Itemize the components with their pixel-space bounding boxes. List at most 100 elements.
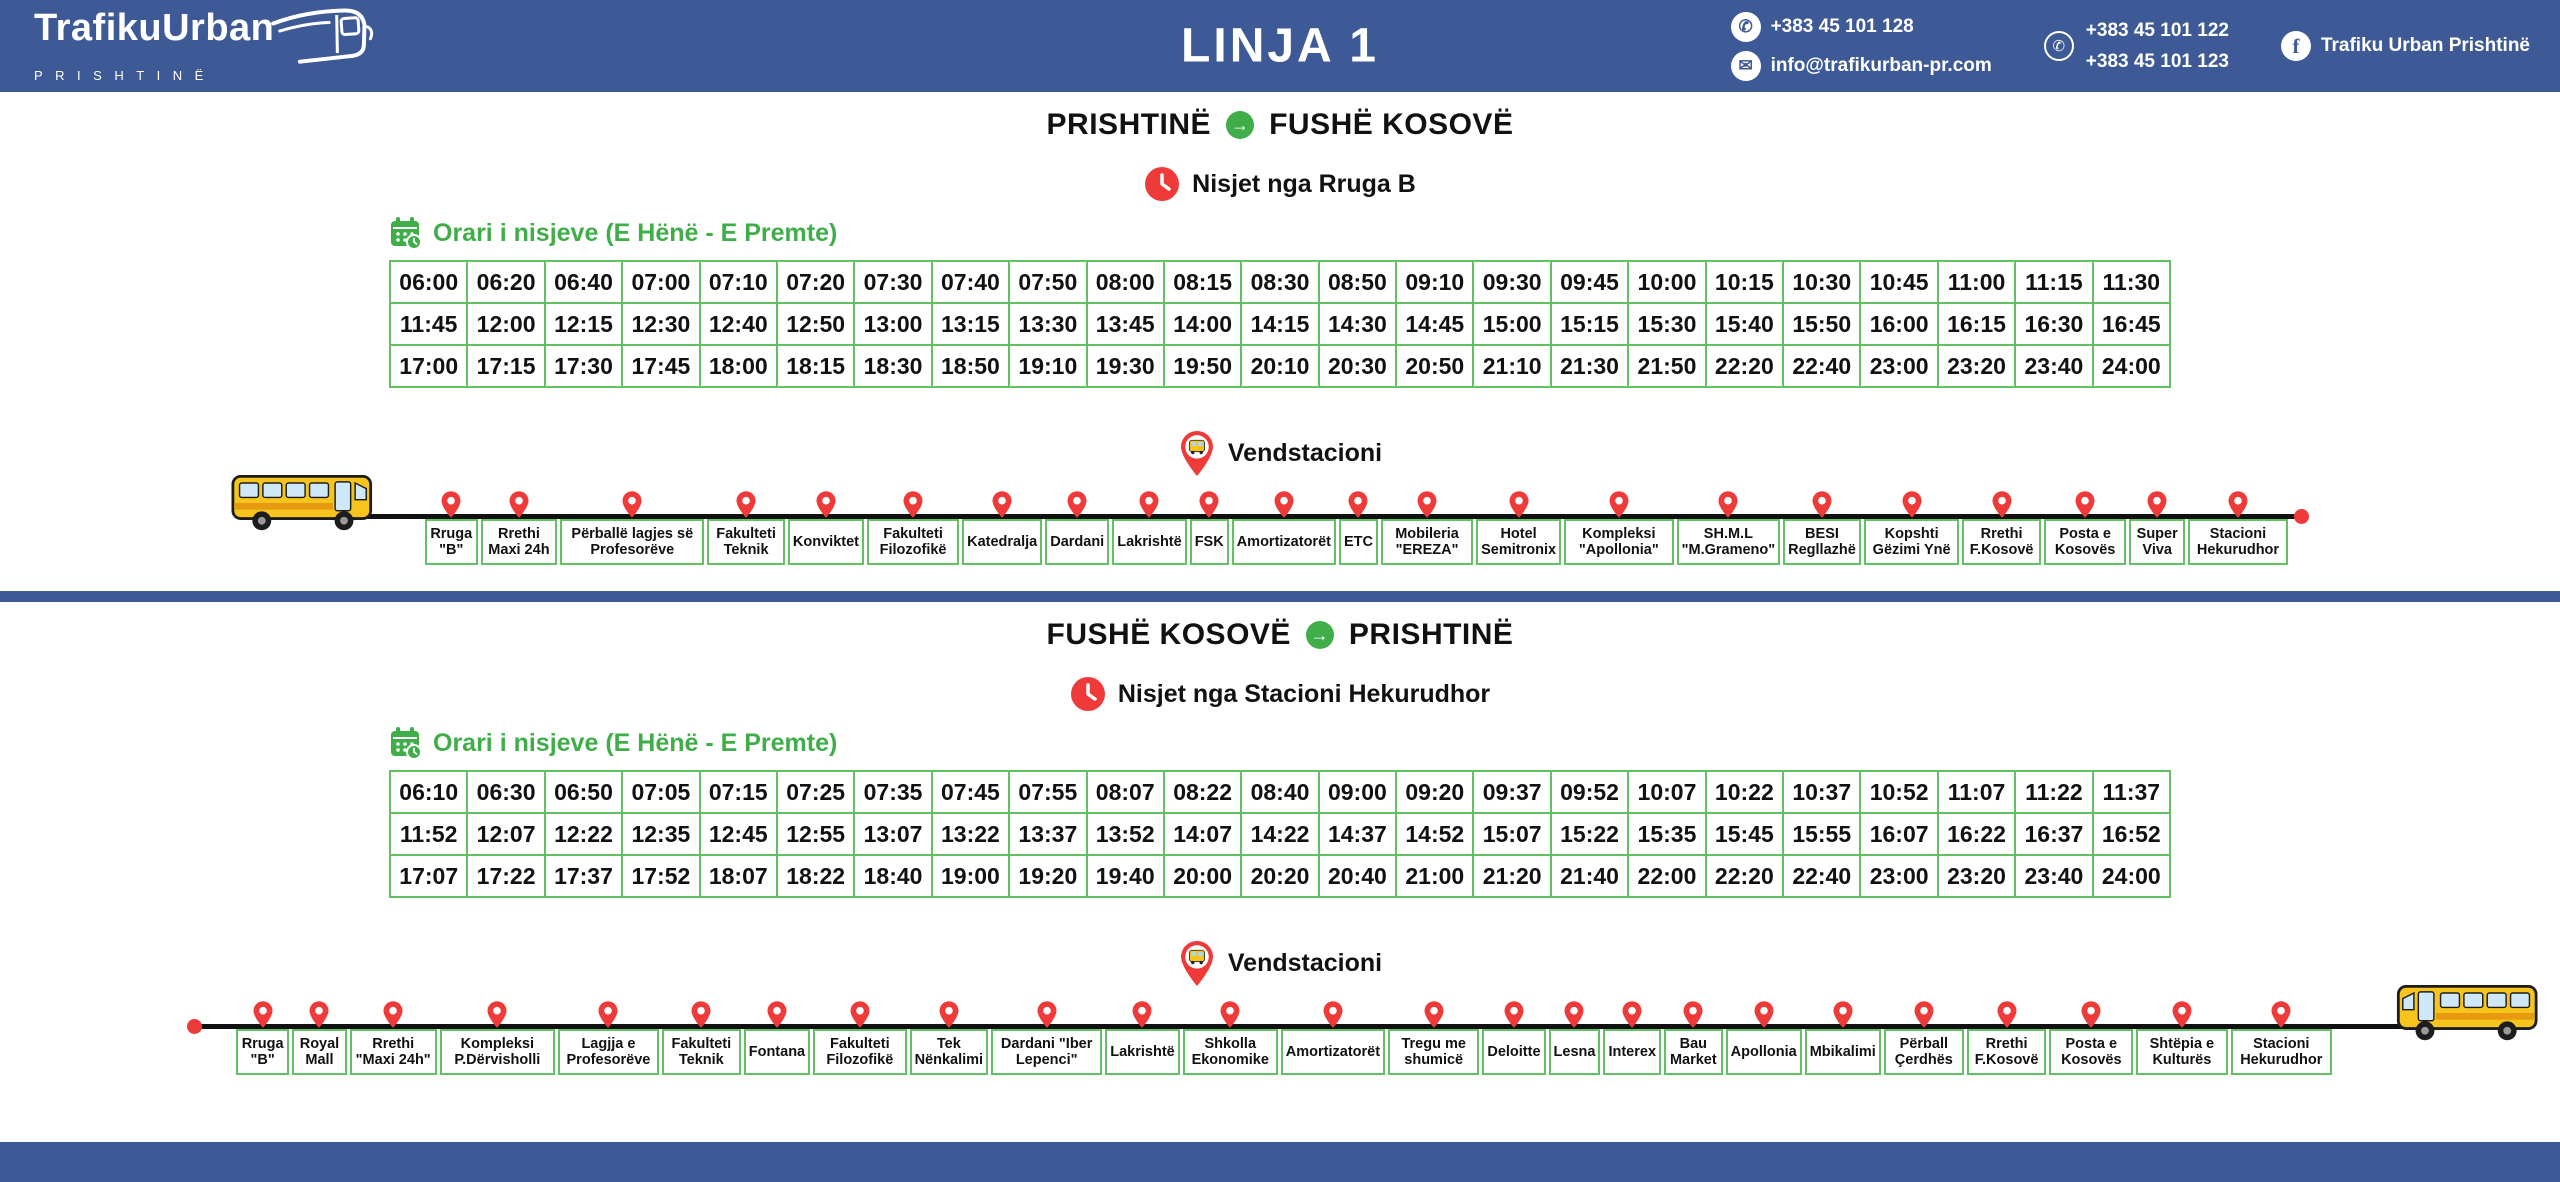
stop-label: Shkolla Ekonomike <box>1182 1029 1278 1075</box>
route-stop: Interex <box>1603 999 1662 1075</box>
direction-to: FUSHË KOSOVË <box>1269 108 1514 141</box>
stop-pin-icon <box>1424 1001 1444 1028</box>
time-cell: 12:45 <box>698 812 778 856</box>
time-cell: 15:30 <box>1627 302 1707 346</box>
stop-pin-icon <box>1132 1001 1152 1028</box>
time-cell: 06:40 <box>543 260 624 304</box>
time-cell: 20:50 <box>1395 344 1475 388</box>
stop-label: Përball Çerdhës <box>1883 1029 1964 1075</box>
time-cell: 09:20 <box>1395 770 1475 814</box>
section-fushekosove-to-prishtine: FUSHË KOSOVË → PRISHTINË Nisjet nga Stac… <box>0 618 2560 1075</box>
time-cell: 14:15 <box>1240 302 1320 346</box>
route-stop: Deloitte <box>1482 999 1546 1075</box>
route-stop: Lesna <box>1548 999 1601 1075</box>
stop-label: Amortizatorët <box>1280 1029 1386 1075</box>
time-cell: 11:30 <box>2091 260 2172 304</box>
route-stop: Kompleksi "Apollonia" <box>1564 489 1674 565</box>
route-stop: Kopshti Gëzimi Ynë <box>1863 489 1960 565</box>
stop-pin-icon <box>1992 491 2012 518</box>
stop-label: Fakulteti Teknik <box>707 519 785 565</box>
route-stop: Fakulteti Filozofikë <box>813 999 907 1075</box>
time-cell: 07:00 <box>621 260 701 304</box>
time-cell: 20:20 <box>1240 854 1320 898</box>
email-contact[interactable]: ✉ info@trafikurban-pr.com <box>1730 50 1992 81</box>
route-stop: Fontana <box>743 999 811 1075</box>
time-cell: 23:20 <box>1936 854 2017 898</box>
time-cell: 17:22 <box>466 854 546 898</box>
time-cell: 17:30 <box>543 344 624 388</box>
departure-label: Nisjet nga Rruga B <box>1192 169 1416 198</box>
time-cell: 22:20 <box>1704 344 1785 388</box>
facebook-contact[interactable]: f Trafiku Urban Prishtinë <box>2280 31 2530 61</box>
stop-label: Bau Market <box>1664 1029 1723 1075</box>
stop-label: Interex <box>1603 1029 1662 1075</box>
time-cell: 18:00 <box>698 344 778 388</box>
facebook-name: Trafiku Urban Prishtinë <box>2320 35 2530 56</box>
top-bar: TrafikuUrban PRISHTINË LINJA 1 ✆ +383 45… <box>0 0 2560 92</box>
stop-label: Amortizatorët <box>1231 519 1336 565</box>
time-cell: 14:45 <box>1395 302 1475 346</box>
time-cell: 17:00 <box>388 344 469 388</box>
time-cell: 16:37 <box>2014 812 2094 856</box>
clock-icon <box>1145 167 1180 201</box>
stop-label: Posta e Kosovës <box>2049 1029 2134 1075</box>
stop-pin-icon <box>1037 1001 1057 1028</box>
route-bus-icon <box>231 474 373 531</box>
time-cell: 19:30 <box>1085 344 1165 388</box>
time-cell: 19:00 <box>930 854 1011 898</box>
stop-pin-icon <box>736 491 756 518</box>
facebook-icon: f <box>2280 31 2311 61</box>
time-cell: 11:52 <box>388 812 469 856</box>
stop-label: Fontana <box>743 1029 811 1075</box>
stop-label: Stacioni Hekurudhor <box>2230 1029 2333 1075</box>
route-stop: Super Viva <box>2129 489 2185 565</box>
route-end-dot <box>187 1019 202 1034</box>
time-cell: 21:20 <box>1472 854 1552 898</box>
stop-pin-icon <box>253 1001 273 1028</box>
time-cell: 07:15 <box>698 770 778 814</box>
route-stop: Hotel Semitronix <box>1476 489 1562 565</box>
time-cell: 15:50 <box>1782 302 1862 346</box>
stop-label: Apollonia <box>1725 1029 1802 1075</box>
timetable-row: 06:00 06:20 06:40 07:00 07:10 07:20 07:30 07:40… <box>388 260 2172 304</box>
time-cell: 11:00 <box>1936 260 2017 304</box>
route-stop: Dardani "Iber Lepenci" <box>991 999 1103 1075</box>
stop-pin-icon <box>598 1001 618 1028</box>
departure-label: Nisjet nga Stacioni Hekurudhor <box>1117 679 1491 708</box>
time-cell: 12:40 <box>698 302 778 346</box>
schedule-label: Orari i nisjeve (E Hënë - E Premte) <box>389 216 2171 250</box>
stops-row: Rruga "B" Rrethi Maxi 24h Përballë lagjes … <box>425 489 2288 565</box>
time-cell: 08:07 <box>1085 770 1165 814</box>
route-bus-icon <box>2396 984 2538 1041</box>
phone-contact[interactable]: ✆ +383 45 101 128 <box>1730 11 1992 42</box>
logo-title: TrafikuUrban <box>34 7 275 49</box>
time-cell: 15:55 <box>1782 812 1862 856</box>
time-cell: 16:15 <box>1936 302 2017 346</box>
time-cell: 21:40 <box>1549 854 1630 898</box>
email-icon: ✉ <box>1730 50 1761 81</box>
route-stop: Rruga "B" <box>425 489 478 565</box>
stop-label: Royal Mall <box>292 1029 347 1075</box>
time-cell: 10:30 <box>1782 260 1862 304</box>
time-cell: 22:40 <box>1782 344 1862 388</box>
logo: TrafikuUrban PRISHTINË <box>34 7 378 83</box>
time-cell: 10:52 <box>1859 770 1939 814</box>
direction-arrow-icon: → <box>1305 621 1334 649</box>
schedule-label: Orari i nisjeve (E Hënë - E Premte) <box>389 726 2171 760</box>
time-cell: 09:37 <box>1472 770 1552 814</box>
time-cell: 11:15 <box>2014 260 2094 304</box>
route-stop: Përball Çerdhës <box>1883 999 1964 1075</box>
route-stop: Mobileria "EREZA" <box>1380 489 1474 565</box>
time-cell: 09:00 <box>1317 770 1398 814</box>
time-cell: 18:40 <box>853 854 933 898</box>
time-cell: 13:22 <box>930 812 1011 856</box>
time-cell: 18:22 <box>775 854 856 898</box>
time-cell: 15:35 <box>1627 812 1707 856</box>
time-cell: 21:50 <box>1627 344 1707 388</box>
viber-contact[interactable]: ✆ +383 45 101 122 +383 45 101 123 <box>2043 20 2229 73</box>
route-stop: Shkolla Ekonomike <box>1182 999 1278 1075</box>
time-cell: 08:00 <box>1085 260 1165 304</box>
timetable-row: 17:07 17:22 17:37 17:52 18:07 18:22 18:40 19:00… <box>388 854 2172 898</box>
stop-label: Dardani <box>1045 519 1110 565</box>
route-stop: Rrethi F.Kosovë <box>1966 999 2047 1075</box>
